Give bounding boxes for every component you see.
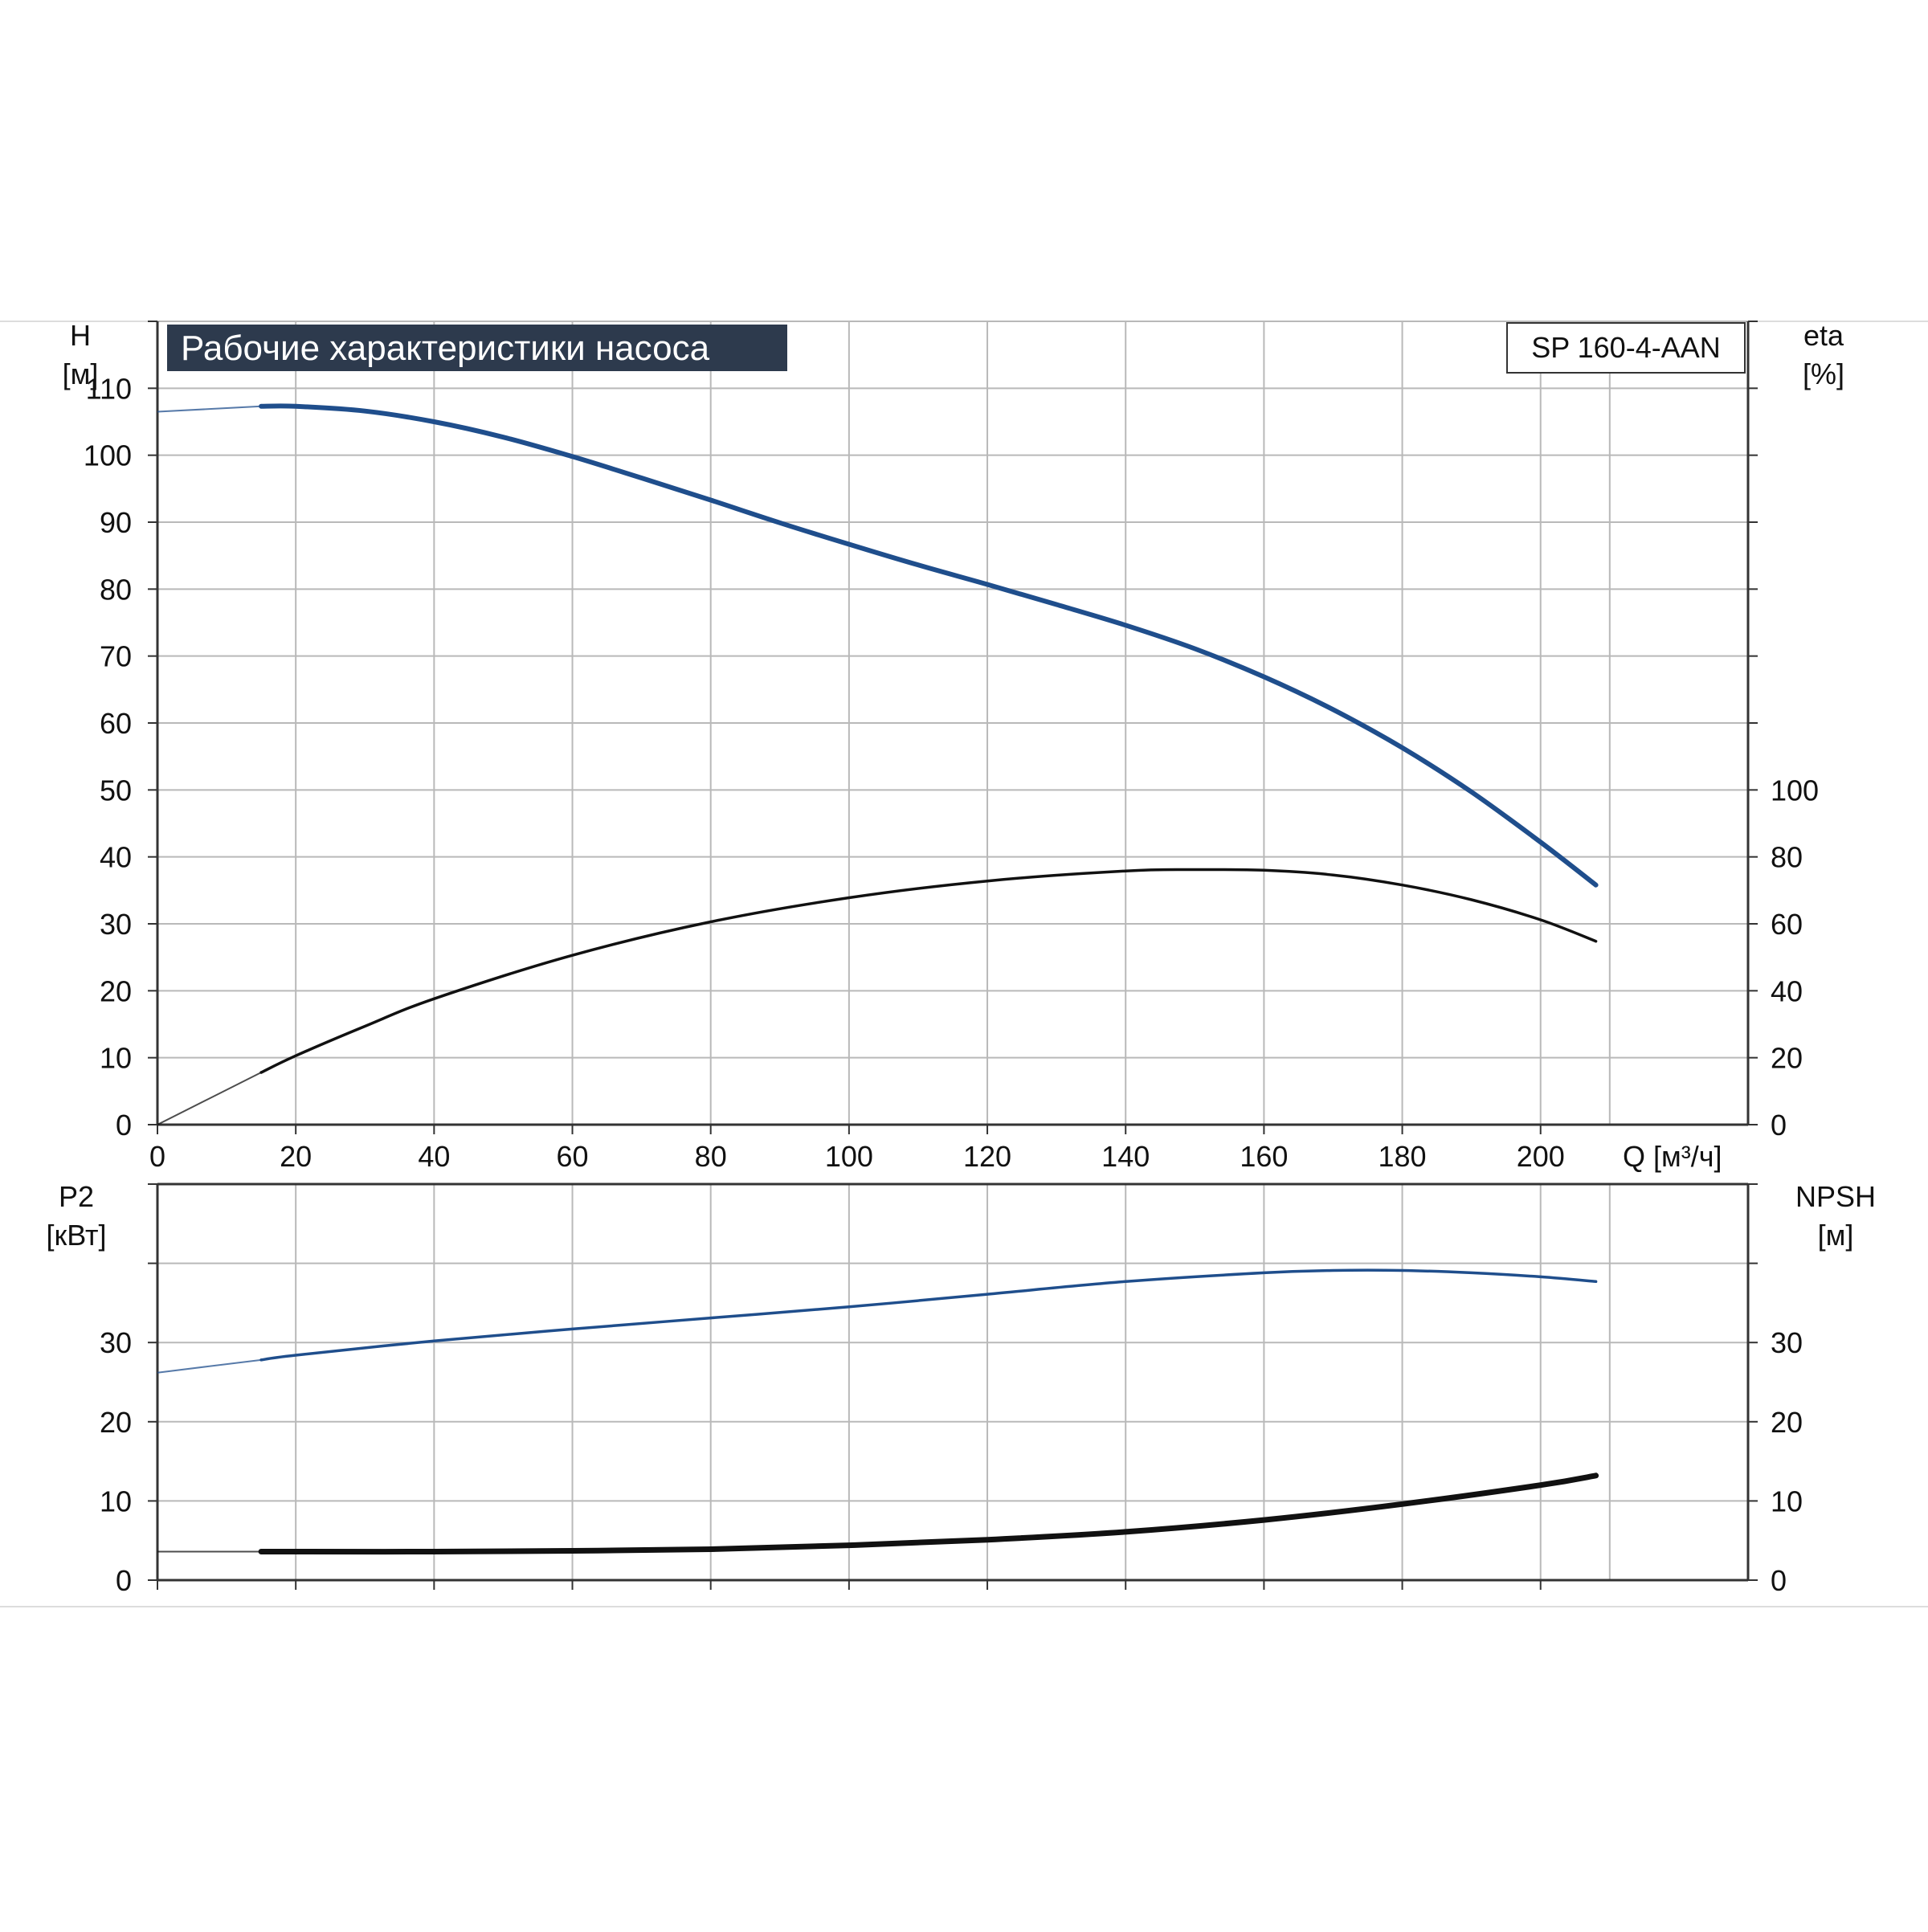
top-left-tick-label-0: 0 xyxy=(116,1109,132,1142)
bottom-left-tick-label-10: 10 xyxy=(100,1485,132,1517)
top-series-1-extrapolated-segment xyxy=(157,1072,262,1125)
eta-axis-label: eta xyxy=(1803,319,1844,352)
top-right-tick-label-20: 20 xyxy=(1771,1042,1803,1075)
top-x-tick-label-140: 140 xyxy=(1101,1140,1150,1173)
bottom-panel-ticks: 0 10 20 30 0 10 20 30 xyxy=(100,1326,1803,1597)
top-series-1-black-curve xyxy=(259,868,1598,1074)
top-x-tick-label-60: 60 xyxy=(556,1140,588,1173)
bottom-series-0-blue-curve xyxy=(259,1268,1598,1362)
top-right-tick-label-100: 100 xyxy=(1771,774,1819,807)
top-left-tick-label-30: 30 xyxy=(100,908,132,941)
bottom-right-tick-label-20: 20 xyxy=(1771,1406,1803,1439)
bottom-panel-curves xyxy=(157,1268,1599,1555)
top-left-tick-label-80: 80 xyxy=(100,573,132,606)
bottom-right-tick-label-10: 10 xyxy=(1771,1485,1803,1517)
top-x-tick-label-0: 0 xyxy=(149,1140,165,1173)
bottom-left-tick-label-0: 0 xyxy=(116,1564,132,1597)
model-label: SP 160-4-AAN xyxy=(1531,331,1720,364)
top-right-tick-label-0: 0 xyxy=(1771,1109,1787,1142)
top-series-0-extrapolated-segment xyxy=(157,405,262,413)
bottom-right-tick-label-0: 0 xyxy=(1771,1564,1787,1597)
top-x-tick-label-20: 20 xyxy=(280,1140,312,1173)
top-x-tick-label-160: 160 xyxy=(1240,1140,1288,1173)
top-left-tick-label-40: 40 xyxy=(100,841,132,874)
top-x-tick-label-120: 120 xyxy=(963,1140,1011,1173)
h-axis-label: H xyxy=(70,319,91,352)
top-x-tick-label-100: 100 xyxy=(825,1140,873,1173)
top-left-tick-label-100: 100 xyxy=(84,439,132,472)
top-right-tick-label-80: 80 xyxy=(1771,841,1803,874)
npsh-axis-label: NPSH xyxy=(1795,1180,1876,1213)
top-x-tick-label-200: 200 xyxy=(1517,1140,1565,1173)
top-left-tick-label-50: 50 xyxy=(100,774,132,807)
top-panel-curves xyxy=(157,403,1599,1125)
top-left-tick-label-110: 110 xyxy=(86,372,132,405)
top-left-tick-label-70: 70 xyxy=(100,640,132,673)
bottom-left-tick-label-30: 30 xyxy=(100,1326,132,1359)
bottom-right-tick-label-30: 30 xyxy=(1771,1326,1803,1359)
top-x-tick-label-40: 40 xyxy=(418,1140,450,1173)
title-banner xyxy=(167,325,787,371)
model-label-box xyxy=(1506,322,1746,374)
bottom-panel-grid xyxy=(148,1182,1758,1582)
top-right-tick-label-40: 40 xyxy=(1771,974,1803,1007)
top-left-tick-label-10: 10 xyxy=(100,1042,132,1075)
top-right-tick-label-60: 60 xyxy=(1771,908,1803,941)
q-axis-label: Q [м³/ч] xyxy=(1623,1140,1722,1173)
top-panel-ticks: 0 20 40 60 80 100 120 140 160 180 2000102030405060… xyxy=(84,372,1819,1173)
top-left-tick-label-90: 90 xyxy=(100,506,132,539)
top-x-tick-label-180: 180 xyxy=(1379,1140,1427,1173)
h-axis-unit: [м] xyxy=(63,357,99,390)
top-series-0-blue-curve xyxy=(259,403,1599,888)
top-left-tick-label-60: 60 xyxy=(100,707,132,740)
npsh-axis-unit: [м] xyxy=(1818,1219,1854,1252)
p2-axis-unit: [кВт] xyxy=(46,1219,106,1252)
bottom-series-1-black-curve xyxy=(258,1472,1599,1555)
chart-title: Рабочие характеристики насоса xyxy=(181,329,710,368)
eta-axis-unit: [%] xyxy=(1803,357,1844,390)
top-panel-grid xyxy=(148,321,1758,1126)
top-x-tick-label-80: 80 xyxy=(695,1140,727,1173)
bottom-left-tick-label-20: 20 xyxy=(100,1406,132,1439)
p2-axis-label: P2 xyxy=(59,1180,94,1213)
bottom-series-0-extrapolated-segment xyxy=(157,1358,262,1374)
top-left-tick-label-20: 20 xyxy=(100,974,132,1007)
